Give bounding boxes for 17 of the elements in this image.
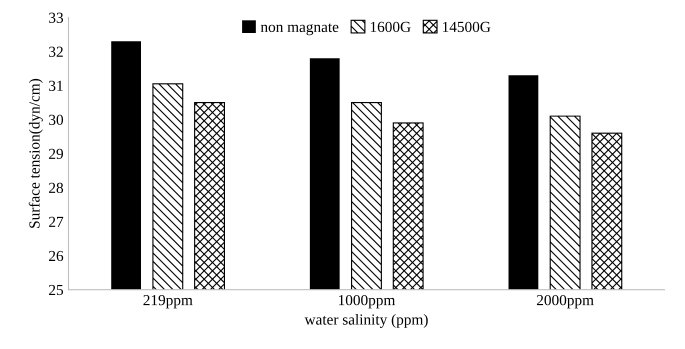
y-tick-label: 26 [49,250,64,262]
legend-label: 14500G [442,22,490,32]
y-axis-title: Surface tension(dyn/cm) [28,78,43,228]
y-tick-label: 29 [49,148,64,160]
x-tick-label: 2000ppm [536,294,594,308]
legend-label: 1600G [370,22,411,32]
y-tick-label: 25 [49,284,64,296]
x-axis-title: water salinity (ppm) [304,314,428,328]
y-tick-label: 31 [49,80,63,91]
x-tick-label: 219ppm [143,295,193,308]
x-tick-label: 1000ppm [338,294,396,308]
y-tick-label: 30 [49,114,64,125]
y-tick-label: 33 [49,12,64,23]
y-tick-label: 28 [49,182,64,194]
y-tick-label: 27 [49,216,64,227]
legend-label: non magnate [260,23,338,36]
y-tick-label: 32 [49,46,63,57]
